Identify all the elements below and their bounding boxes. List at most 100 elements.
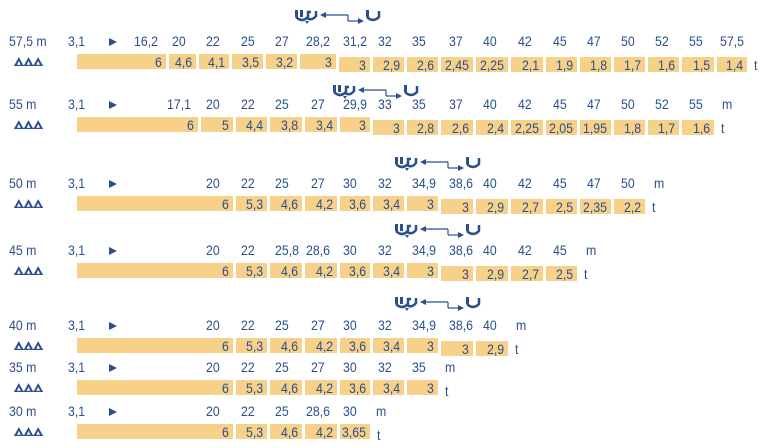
load-value: 2,5 [555, 266, 573, 282]
play-arrow-icon [109, 408, 117, 416]
load-value: 2,6 [416, 57, 434, 73]
radius-label: 38,6 [449, 317, 473, 333]
double-trolley-icon [395, 157, 481, 171]
load-cell [236, 263, 267, 278]
radius-label: 22 [206, 33, 220, 49]
radius-label: 22 [241, 175, 255, 191]
load-value: 2,35 [583, 199, 607, 215]
jib-length-label: 35 m [9, 359, 37, 375]
load-cell [441, 199, 473, 214]
radius-label: 45 [553, 175, 567, 191]
radius-label: 22 [241, 359, 255, 375]
load-value: 6 [222, 380, 229, 396]
load-value: 3 [462, 266, 469, 282]
load-unit: t [754, 57, 758, 73]
radius-label: 50 [621, 33, 635, 49]
load-cell [407, 57, 438, 72]
load-value: 1,9 [555, 57, 573, 73]
load-cell [373, 380, 404, 395]
load-cell [373, 57, 404, 72]
radius-label: 34,9 [412, 242, 436, 258]
load-value: 3 [427, 263, 434, 279]
radius-label: 47 [587, 96, 601, 112]
load-value: 3 [325, 54, 332, 70]
load-value: 2,25 [480, 57, 504, 73]
radius-label: 27 [311, 317, 325, 333]
load-value: 5 [222, 117, 229, 133]
radius-label: 20 [206, 175, 220, 191]
load-value: 2,5 [555, 199, 573, 215]
load-cell [305, 117, 337, 132]
play-arrow-icon [109, 364, 117, 372]
load-cell [340, 380, 370, 395]
load-cell [236, 424, 267, 439]
load-value: 3 [462, 199, 469, 215]
load-value: 3 [359, 57, 366, 73]
radius-label: 40 [483, 33, 497, 49]
start-radius-label: 3,1 [68, 33, 86, 49]
load-cell [340, 338, 370, 353]
load-cell [648, 57, 679, 72]
radius-label: 20 [206, 317, 220, 333]
load-value: 5,3 [245, 263, 263, 279]
load-value: 2,8 [416, 120, 434, 136]
load-cell [305, 380, 337, 395]
radius-label: 25 [275, 96, 289, 112]
jib-triangles-icon [14, 383, 43, 392]
radius-label: 52 [655, 33, 669, 49]
load-value: 4,2 [315, 196, 333, 212]
radius-label: 45 [553, 96, 567, 112]
load-value: 5,3 [245, 196, 263, 212]
load-cell [305, 263, 337, 278]
radius-label: 20 [206, 403, 220, 419]
play-arrow-icon [109, 101, 117, 109]
load-value: 5,3 [245, 424, 263, 440]
radius-label: 30 [343, 242, 357, 258]
load-cell [476, 57, 508, 72]
load-value: 2,7 [521, 199, 539, 215]
load-cell [441, 266, 473, 281]
load-cell [236, 196, 267, 211]
load-cell [441, 120, 473, 135]
load-value: 1,7 [657, 120, 675, 136]
load-cell [614, 57, 645, 72]
load-cell [340, 263, 370, 278]
load-cell [77, 196, 233, 211]
load-value: 2,25 [515, 120, 539, 136]
jib-triangles-icon [14, 341, 43, 350]
double-trolley-icon [333, 85, 419, 99]
radius-label: 32 [378, 317, 392, 333]
load-value: 3,6 [348, 338, 366, 354]
load-cell [77, 117, 198, 132]
load-value: 2,7 [521, 266, 539, 282]
load-cell [648, 120, 679, 135]
jib-triangles-icon [14, 266, 43, 275]
radius-label: 25 [275, 359, 289, 375]
radius-label: 57,5 [720, 33, 744, 49]
radius-label: 32 [378, 242, 392, 258]
load-unit: t [584, 266, 588, 282]
load-value: 3,6 [348, 380, 366, 396]
load-value: 3,4 [382, 338, 400, 354]
load-value: 4,6 [280, 424, 298, 440]
load-cell [305, 196, 337, 211]
radius-label: 25,8 [275, 242, 299, 258]
load-value: 6 [155, 54, 162, 70]
jib-length-label: 57,5 m [9, 33, 47, 49]
load-cell [476, 341, 508, 356]
radius-label: 30 [343, 175, 357, 191]
radius-label: 22 [241, 403, 255, 419]
radius-label: 45 [553, 33, 567, 49]
start-radius-label: 3,1 [68, 242, 86, 258]
jib-length-label: 55 m [9, 96, 37, 112]
load-value: 1,6 [657, 57, 675, 73]
radius-label: 28,6 [306, 242, 330, 258]
load-value: 3 [393, 120, 400, 136]
load-value: 3 [427, 196, 434, 212]
radius-label: 35 [412, 359, 426, 375]
radius-label: 22 [241, 96, 255, 112]
load-value: 3,65 [342, 424, 366, 440]
load-cell [236, 380, 267, 395]
load-cell [77, 54, 166, 69]
load-cell [441, 341, 473, 356]
